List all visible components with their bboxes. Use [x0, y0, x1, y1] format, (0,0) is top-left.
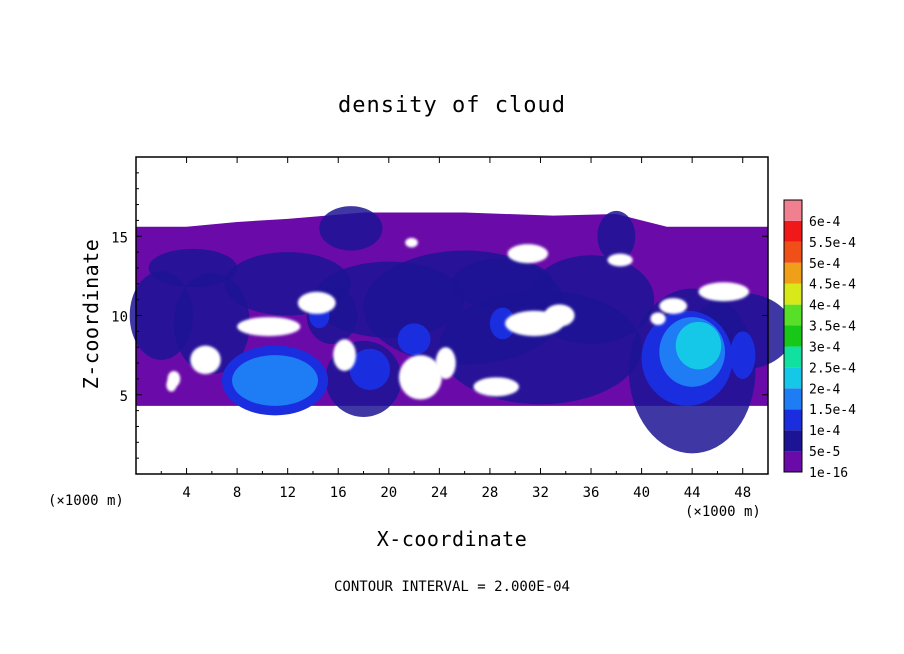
colorbar-tick-label: 1e-16: [809, 466, 848, 481]
cloud-gaps: [166, 237, 750, 400]
contour-patch-5e-5: [597, 210, 636, 262]
colorbar-swatch: [784, 200, 802, 221]
colorbar-tick-label: 6e-4: [809, 215, 840, 230]
y-tick-label: 5: [120, 389, 128, 405]
cloud-gap: [435, 347, 456, 379]
cloud-gap: [507, 244, 549, 264]
colorbar-swatch: [784, 346, 802, 368]
density-field: [129, 206, 794, 454]
x-tick-label: 24: [431, 485, 448, 501]
cloud-gap: [297, 291, 336, 314]
x-unit-label-right: (×1000 m): [685, 504, 761, 520]
colorbar-swatch: [784, 430, 802, 452]
contour-core: [675, 321, 722, 370]
x-unit-label-left: (×1000 m): [48, 493, 124, 509]
x-tick-label: 16: [330, 485, 347, 501]
contour-core: [232, 355, 319, 406]
colorbar-tick-label: 1.5e-4: [809, 403, 856, 418]
cloud-gap: [544, 304, 575, 327]
colorbar-tick-label: 5e-4: [809, 257, 840, 272]
cloud-gap: [333, 339, 356, 371]
colorbar-tick-label: 3.5e-4: [809, 320, 856, 335]
colorbar-swatch: [784, 283, 802, 305]
contour-patch-5e-5: [148, 248, 238, 287]
x-tick-label: 12: [279, 485, 296, 501]
cloud-gap: [405, 237, 418, 248]
x-tick-label: 20: [380, 485, 397, 501]
colorbar-swatch: [784, 241, 802, 263]
colorbar-tick-label: 2e-4: [809, 382, 840, 397]
colorbar-tick-label: 4e-4: [809, 299, 840, 314]
colorbar-tick-label: 4.5e-4: [809, 278, 856, 293]
cloud-gap: [398, 355, 442, 400]
cloud-gap: [190, 345, 221, 375]
contour-patch-5e-5: [173, 272, 250, 375]
x-axis-title: X-coordinate: [377, 527, 528, 551]
cloud-gap: [237, 317, 301, 337]
colorbar-swatch: [784, 409, 802, 431]
colorbar-swatch: [784, 262, 802, 284]
contour-patch-1e-4: [489, 307, 516, 340]
contour-patch-5e-5: [452, 258, 554, 310]
contour-patch-1e-4: [349, 348, 391, 390]
x-tick-label: 28: [481, 485, 498, 501]
cloud-gap: [650, 312, 666, 326]
x-tick-label: 40: [633, 485, 650, 501]
chart-title: density of cloud: [338, 93, 566, 118]
colorbar-tick-label: 1e-4: [809, 424, 840, 439]
contour-interval-note: CONTOUR INTERVAL = 2.000E-04: [334, 579, 570, 595]
y-axis-title: Z-coordinate: [79, 239, 103, 390]
colorbar-tick-label: 5.5e-4: [809, 236, 856, 251]
x-tick-label: 48: [734, 485, 751, 501]
x-tick-label: 44: [684, 485, 701, 501]
contour-patch-5e-5: [319, 206, 383, 251]
cloud-gap: [607, 253, 633, 267]
x-ticks: 4 8 12 16 20 24 28 32 36 40 44 48: [160, 157, 751, 501]
cloud-gap: [473, 377, 519, 397]
x-tick-label: 4: [182, 485, 190, 501]
colorbar-swatch: [784, 367, 802, 389]
colorbar-swatch: [784, 304, 802, 326]
colorbar-swatch: [784, 220, 802, 242]
x-tick-label: 32: [532, 485, 549, 501]
colorbar-swatch: [784, 325, 802, 347]
colorbar-swatch: [784, 451, 802, 472]
cloud-gap: [698, 282, 750, 302]
x-tick-label: 36: [583, 485, 600, 501]
contour-patch-1e-4: [730, 331, 756, 379]
colorbar: 1e-16 5e-5 1e-4 1.5e-4 2e-4 2.5e-4 3e-4 3.5e-4 4…: [783, 199, 856, 481]
cloud-gap: [166, 378, 177, 392]
contour-patch-1e-4: [397, 323, 431, 356]
x-tick-label: 8: [233, 485, 241, 501]
colorbar-tick-label: 3e-4: [809, 340, 840, 355]
y-ticks: 5 10 15: [111, 172, 768, 459]
y-tick-label: 10: [111, 310, 128, 326]
colorbar-swatch: [784, 388, 802, 410]
colorbar-frame: [783, 199, 803, 473]
colorbar-tick-label: 2.5e-4: [809, 361, 856, 376]
cloud-gap: [659, 298, 688, 314]
y-tick-label: 15: [111, 230, 128, 246]
colorbar-tick-label: 5e-5: [809, 445, 840, 460]
